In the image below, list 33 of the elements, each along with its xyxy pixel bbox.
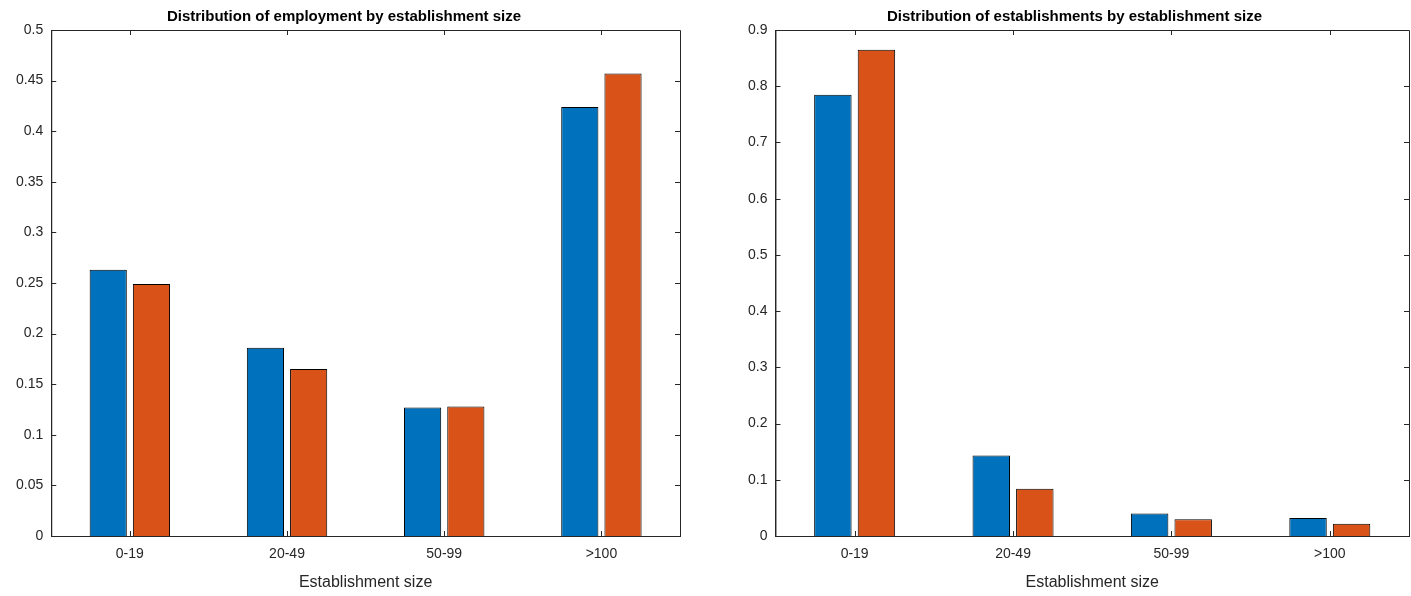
y-tick-label: 0	[35, 526, 44, 543]
y-tick-label: 0	[759, 526, 768, 543]
x-axis-title: Establishment size	[1025, 572, 1160, 590]
x-tick-label: 20-49	[269, 545, 306, 562]
chart-title: Distribution of establishments by establishment size	[886, 7, 1263, 25]
y-tick-label: 0.6	[747, 189, 768, 206]
y-tick-label: 0.1	[747, 470, 768, 487]
x-tick-label: 50-99	[1153, 545, 1190, 562]
x-tick-label: 20-49	[995, 545, 1032, 562]
x-axis-title: Establishment size	[298, 572, 433, 590]
y-tick-label: 0.3	[23, 223, 44, 240]
chart-title: Distribution of employment by establishment size	[166, 7, 522, 25]
y-tick-label: 0.9	[747, 20, 768, 37]
y-tick-label: 0.4	[747, 301, 768, 318]
y-tick-label: 0.5	[23, 20, 44, 37]
y-tick-label: 0.05	[16, 476, 44, 493]
y-tick-label: 0.8	[747, 77, 768, 94]
x-tick-label: >100	[1314, 545, 1346, 562]
y-tick-label: 0.45	[16, 71, 44, 88]
y-tick-label: 0.35	[16, 172, 44, 189]
y-tick-label: 0.25	[16, 273, 44, 290]
y-tick-label: 0.2	[747, 414, 768, 431]
y-tick-label: 0.15	[16, 375, 44, 392]
x-tick-label: 0-19	[115, 545, 145, 562]
x-tick-label: 0-19	[840, 545, 869, 562]
y-tick-label: 0.5	[747, 245, 768, 262]
y-tick-label: 0.2	[23, 324, 44, 341]
x-tick-label: 50-99	[426, 545, 463, 562]
x-tick-label: >100	[585, 545, 618, 562]
y-tick-label: 0.7	[747, 133, 768, 150]
y-tick-label: 0.3	[747, 358, 768, 375]
y-tick-label: 0.4	[23, 122, 44, 139]
y-tick-label: 0.1	[23, 425, 44, 442]
